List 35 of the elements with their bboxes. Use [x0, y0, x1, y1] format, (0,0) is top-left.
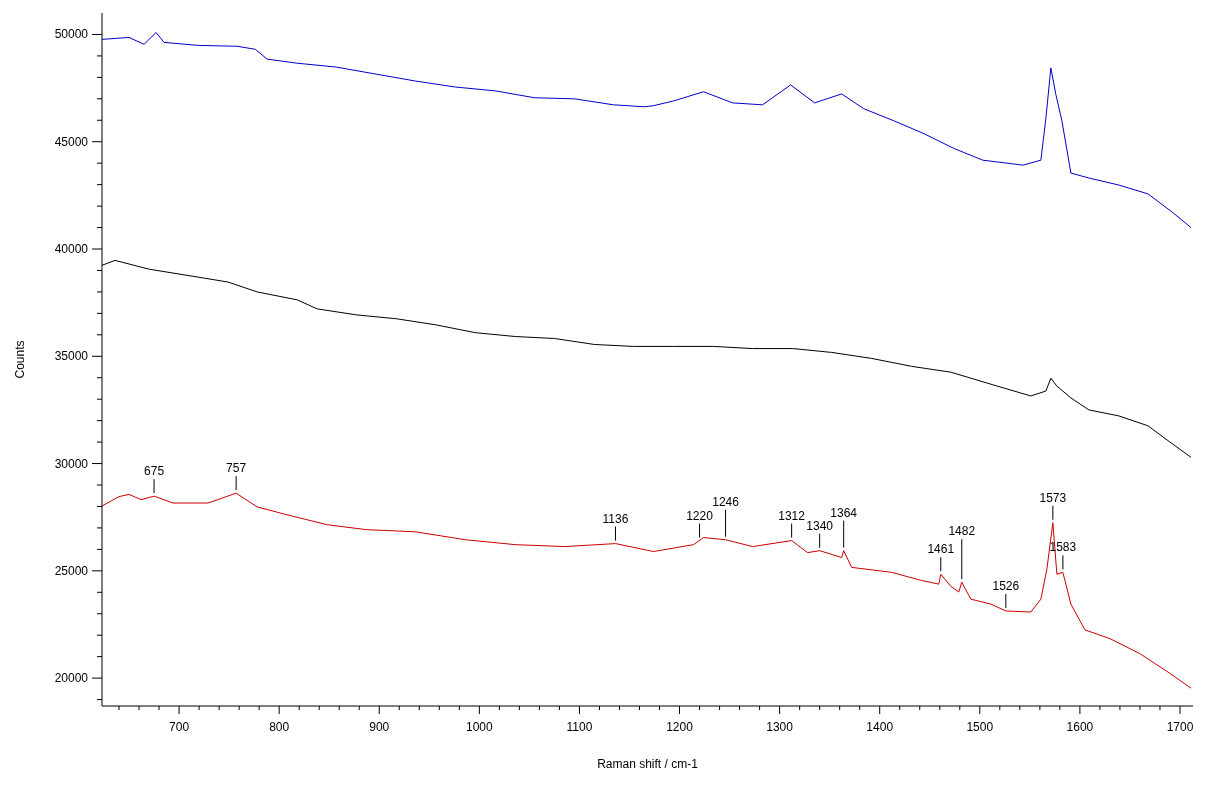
x-tick-label: 900 [369, 720, 390, 734]
x-axis-title: Raman shift / cm-1 [597, 757, 699, 771]
annotation: 1220 [686, 508, 714, 523]
annotation: 757 [226, 461, 247, 476]
annotation: 675 [144, 464, 165, 479]
x-tick-label: 1300 [766, 720, 794, 734]
x-tick-label: 1400 [866, 720, 894, 734]
x-tick-label: 800 [269, 720, 290, 734]
annotation: 1136 [602, 511, 629, 526]
y-tick-label: 30000 [54, 456, 89, 471]
y-axis-title: Counts [13, 340, 27, 379]
y-tick-label: 50000 [54, 27, 89, 42]
annotation: 1340 [806, 518, 834, 533]
annotation: 1583 [1049, 540, 1077, 555]
annotation: 1573 [1039, 490, 1067, 505]
line-series [101, 492, 1192, 689]
annotation: 1526 [992, 578, 1020, 593]
annotation: 1461 [927, 542, 955, 557]
line-series [101, 32, 1192, 229]
annotation: 1364 [830, 505, 858, 520]
y-tick-label: 20000 [54, 671, 89, 686]
x-tick-label: 700 [169, 720, 190, 734]
y-tick-label: 35000 [54, 349, 89, 364]
x-tick-label: 1600 [1066, 720, 1094, 734]
x-tick-label: 1100 [566, 720, 593, 734]
annotation: 1312 [778, 508, 806, 523]
y-tick-label: 45000 [54, 134, 89, 149]
x-tick-label: 1700 [1166, 720, 1194, 734]
x-tick-label: 1500 [966, 720, 994, 734]
y-tick-label: 25000 [54, 563, 89, 578]
annotation: 1246 [712, 494, 740, 509]
annotation: 1482 [948, 524, 976, 539]
x-tick-label: 1000 [465, 720, 494, 734]
x-tick-label: 1200 [666, 720, 694, 734]
y-tick-label: 40000 [54, 242, 89, 257]
